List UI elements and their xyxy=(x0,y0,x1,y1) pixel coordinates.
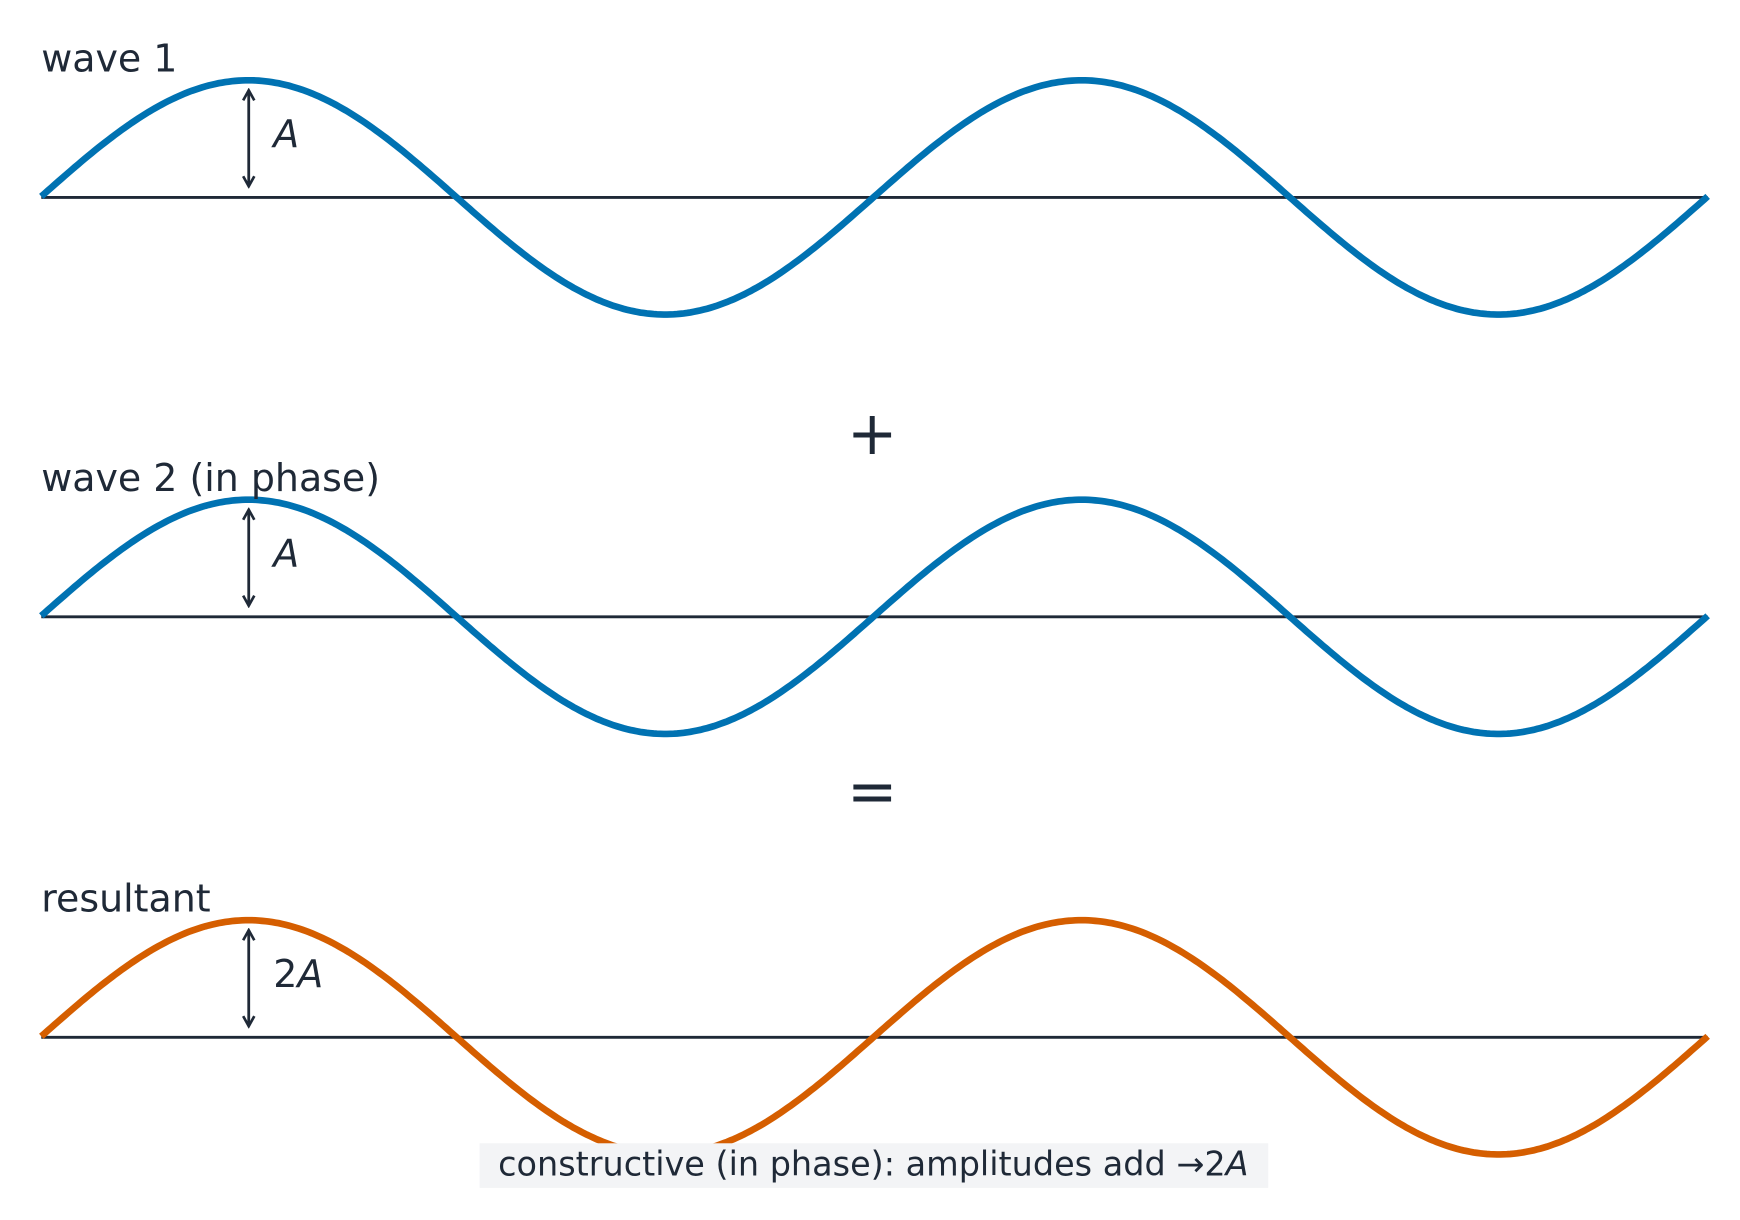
wave xyxy=(39,916,1710,1158)
amplitude-coefficient: 2 xyxy=(273,952,297,996)
wave xyxy=(39,496,1710,738)
caption: constructive (in phase): amplitudes add … xyxy=(498,1145,1248,1184)
amplitude-label: A xyxy=(270,532,299,576)
caption-symbol: A xyxy=(1224,1145,1249,1184)
amplitude-symbol: A xyxy=(270,112,299,156)
amplitude-label: A xyxy=(270,112,299,156)
caption-coefficient: 2 xyxy=(1204,1145,1225,1184)
caption-text: constructive (in phase): amplitudes add … xyxy=(498,1145,1204,1184)
caption-box xyxy=(479,1143,1269,1188)
amplitude-label: 2A xyxy=(273,952,323,996)
panel-label: wave 2 (in phase) xyxy=(41,456,380,500)
panel-label: resultant xyxy=(41,876,210,920)
wave xyxy=(39,76,1710,318)
operator-plus: + xyxy=(847,399,897,469)
amplitude-symbol: A xyxy=(294,952,323,996)
operator-equals: = xyxy=(847,757,897,827)
panel-label: wave 1 xyxy=(41,36,177,80)
amplitude-symbol: A xyxy=(270,532,299,576)
